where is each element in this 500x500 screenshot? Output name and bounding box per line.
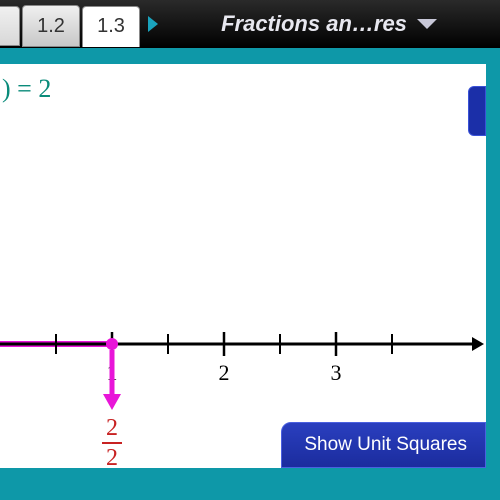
frame-top bbox=[0, 48, 500, 64]
chevron-right-icon bbox=[148, 16, 158, 32]
equation-text: ) = 2 bbox=[2, 74, 51, 104]
tab-prev-partial[interactable] bbox=[0, 6, 20, 46]
svg-text:2: 2 bbox=[219, 360, 230, 385]
show-unit-squares-button[interactable]: Show Unit Squares bbox=[281, 422, 486, 468]
chevron-down-icon bbox=[417, 19, 437, 29]
tab-1-2[interactable]: 1.2 bbox=[22, 5, 80, 47]
frame-bottom bbox=[0, 468, 500, 500]
fraction-denominator: 2 bbox=[102, 446, 122, 470]
frame-right bbox=[486, 48, 500, 500]
fraction-bar bbox=[102, 442, 122, 444]
content-area: ) = 2 123 2 2 Show Unit Squares bbox=[0, 64, 486, 468]
top-bar: 1.2 1.3 Fractions an…res bbox=[0, 0, 500, 48]
side-handle[interactable] bbox=[468, 86, 486, 136]
doc-title-text: Fractions an…res bbox=[221, 11, 407, 37]
marker-fraction[interactable]: 2 2 bbox=[102, 416, 122, 470]
doc-title[interactable]: Fractions an…res bbox=[158, 11, 500, 37]
fraction-numerator: 2 bbox=[102, 416, 122, 440]
svg-text:3: 3 bbox=[331, 360, 342, 385]
tab-1-3[interactable]: 1.3 bbox=[82, 6, 140, 47]
